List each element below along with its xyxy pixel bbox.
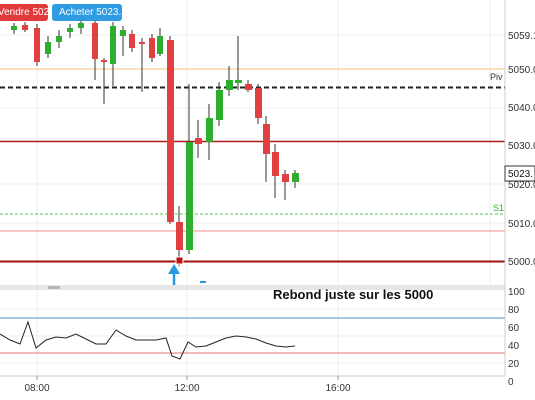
candle-bear (272, 152, 279, 176)
candle-bear (101, 60, 107, 62)
candle-bull (67, 28, 73, 32)
price-tick: 5030.0 (508, 141, 535, 152)
splitter-grip[interactable] (48, 286, 60, 289)
candle-bear (195, 138, 202, 144)
pivot-label: Piv (490, 72, 503, 82)
current-price: 5023. (508, 169, 533, 180)
candle-bear (167, 40, 174, 222)
candle-bull (45, 42, 51, 54)
candle-bear (255, 88, 262, 118)
buy-button[interactable]: Acheter 5023.3 (52, 4, 127, 21)
oscillator-grid (0, 290, 505, 376)
candle-bear (34, 28, 40, 62)
candle-bull (235, 80, 242, 83)
oscillator-tick: 100 (508, 287, 525, 298)
candle-bull (56, 36, 62, 42)
oscillator-tick: 20 (508, 359, 520, 370)
candle-bear (176, 222, 183, 250)
price-tick: 5059.1 (508, 31, 535, 42)
low-marker (175, 256, 184, 265)
oscillator-tick: 60 (508, 323, 520, 334)
annotation-text: Rebond juste sur les 5000 (273, 287, 433, 302)
candle-bull (226, 80, 233, 90)
oscillator-panel[interactable] (0, 290, 505, 376)
arrow-head-icon (168, 264, 180, 274)
price-axis[interactable] (505, 0, 535, 376)
candle-bull (11, 26, 17, 30)
candle-bull (292, 173, 299, 182)
oscillator-tick: 40 (508, 341, 520, 352)
candle-bull (206, 118, 213, 142)
candle-bear (129, 34, 135, 48)
candlesticks (11, 20, 299, 266)
candle-bear (245, 84, 252, 90)
candle-bear (282, 174, 289, 182)
oscillator-tick: 80 (508, 305, 520, 316)
candle-bull (120, 30, 126, 36)
candle-bear (139, 42, 145, 44)
candle-bear (263, 124, 270, 154)
candle-bull (186, 142, 193, 250)
panel-splitter[interactable] (0, 285, 505, 290)
oscillator-tick: 0 (508, 377, 514, 388)
candle-bull (216, 90, 223, 120)
price-panel[interactable] (0, 0, 505, 285)
candle-bull (110, 26, 116, 64)
candle-bear (22, 25, 28, 30)
price-tick: 5000.0 (508, 257, 535, 268)
candle-bear (92, 23, 98, 59)
candle-bull (157, 36, 163, 54)
time-tick: 16:00 (325, 383, 350, 394)
candle-bull (78, 23, 84, 28)
current-price-tag (504, 165, 535, 182)
price-tick: 5040.0 (508, 103, 535, 114)
oscillator-line (0, 320, 296, 360)
sell-button[interactable]: Vendre 5022.3 (0, 4, 63, 21)
price-tick: 5010.0 (508, 219, 535, 230)
s1-label: S1 (493, 203, 504, 213)
price-tick: 5020.0 (508, 180, 535, 191)
time-tick: 12:00 (174, 383, 199, 394)
price-tick: 5050.0 (508, 65, 535, 76)
candle-bear (149, 38, 155, 58)
time-axis[interactable] (0, 376, 505, 400)
time-tick: 08:00 (24, 383, 49, 394)
